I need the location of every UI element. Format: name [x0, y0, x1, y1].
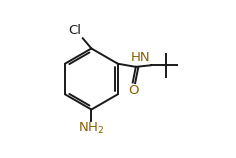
Text: NH$_2$: NH$_2$: [78, 121, 105, 136]
Text: O: O: [128, 84, 139, 97]
Text: Cl: Cl: [68, 24, 81, 37]
Text: HN: HN: [131, 51, 150, 64]
